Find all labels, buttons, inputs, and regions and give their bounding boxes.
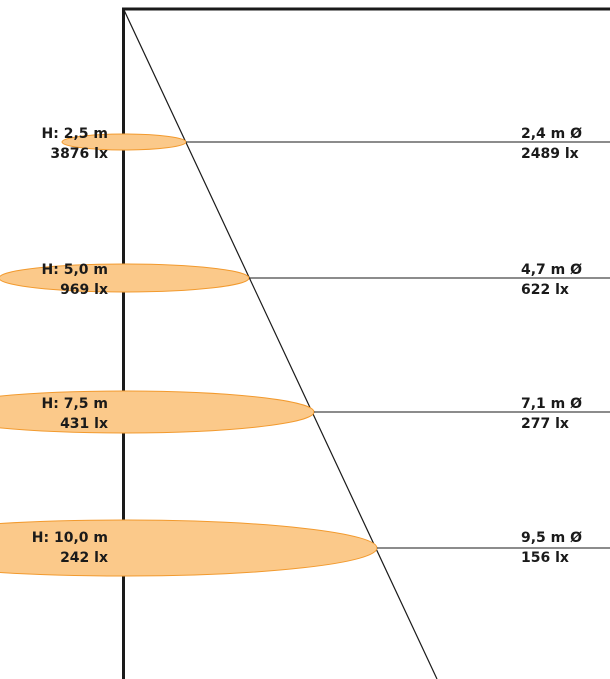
edge-lux-label: 622 lx <box>521 282 569 298</box>
center-lux-label: 242 lx <box>60 550 108 566</box>
diameter-label: 7,1 m Ø <box>521 396 582 412</box>
diameter-label: 2,4 m Ø <box>521 126 582 142</box>
frame <box>122 7 610 679</box>
level-row: H: 5,0 m 969 lx 4,7 m Ø 622 lx <box>0 262 610 298</box>
height-label: H: 5,0 m <box>42 262 108 278</box>
diameter-label: 4,7 m Ø <box>521 262 582 278</box>
diameter-label: 9,5 m Ø <box>521 530 582 546</box>
height-label: H: 2,5 m <box>42 126 108 142</box>
light-spot-ellipse <box>0 519 378 577</box>
center-lux-label: 3876 lx <box>50 146 108 162</box>
edge-lux-label: 156 lx <box>521 550 569 566</box>
edge-lux-label: 277 lx <box>521 416 569 432</box>
edge-lux-label: 2489 lx <box>521 146 579 162</box>
center-lux-label: 431 lx <box>60 416 108 432</box>
height-label: H: 7,5 m <box>42 396 108 412</box>
level-row: H: 2,5 m 3876 lx 2,4 m Ø 2489 lx <box>42 126 610 162</box>
light-spot-ellipse <box>0 263 250 293</box>
beam-edge-line <box>123 9 438 679</box>
center-lux-label: 969 lx <box>60 282 108 298</box>
height-label: H: 10,0 m <box>32 530 108 546</box>
level-row: H: 7,5 m 431 lx 7,1 m Ø 277 lx <box>0 390 610 434</box>
level-row: H: 10,0 m 242 lx 9,5 m Ø 156 lx <box>0 519 610 577</box>
